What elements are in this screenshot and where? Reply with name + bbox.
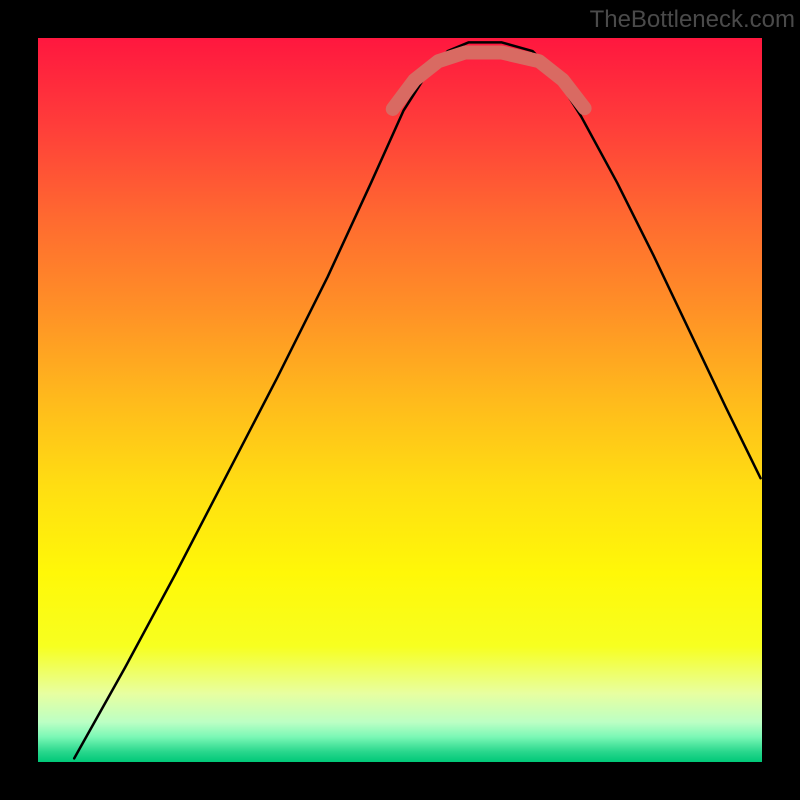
bottleneck-chart bbox=[0, 0, 800, 800]
plot-background bbox=[38, 38, 762, 762]
chart-stage: TheBottleneck.com bbox=[0, 0, 800, 800]
